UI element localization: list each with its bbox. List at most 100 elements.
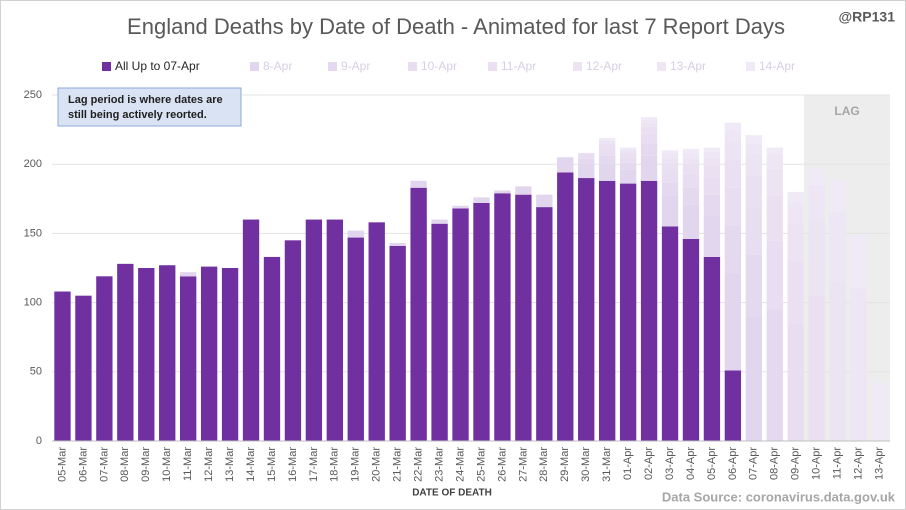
bar-segment [284, 240, 302, 441]
x-tick-label: 19-Mar [350, 447, 362, 482]
bar-segment [661, 226, 679, 441]
x-tick-label: 18-Mar [329, 447, 341, 482]
bar-segment [661, 150, 679, 154]
legend-label: All Up to 07-Apr [115, 59, 200, 73]
bar-segment [640, 119, 658, 123]
bar-segment [787, 202, 804, 223]
bar-segment [536, 194, 553, 208]
bar-segment [745, 254, 762, 317]
x-tick-label: 05-Mar [56, 447, 68, 482]
legend-label: 14-Apr [759, 59, 795, 73]
legend-label: 9-Apr [341, 59, 370, 73]
x-tick-label: 07-Mar [98, 447, 110, 482]
y-tick-label: 100 [24, 297, 42, 309]
y-tick-label: 200 [24, 158, 42, 170]
bar-segment [536, 207, 553, 441]
bar-segment [515, 194, 532, 441]
x-tick-label: 09-Apr [790, 447, 802, 480]
bar-segment [619, 162, 637, 170]
bar-segment [661, 153, 679, 158]
bar-segment [599, 180, 616, 442]
bar-segment [703, 178, 721, 195]
bar-segment [745, 154, 762, 176]
bar-segment [180, 272, 197, 277]
bar-segment [808, 219, 825, 296]
bar-segment [54, 291, 71, 441]
bar-segment [221, 268, 239, 441]
bar-segment [703, 157, 721, 166]
bar-segment [703, 256, 721, 441]
x-tick-label: 12-Mar [203, 447, 215, 482]
bar-segment [619, 150, 637, 154]
x-tick-label: 08-Mar [119, 447, 131, 482]
x-tick-label: 10-Mar [161, 447, 173, 482]
bar-segment [808, 184, 825, 220]
x-tick-label: 13-Mar [224, 447, 236, 482]
bar-segment [661, 182, 679, 197]
bar-segment [766, 309, 783, 441]
bar-segment [640, 122, 658, 127]
bar-segment [368, 222, 385, 441]
bar-segment [871, 382, 888, 441]
x-tick-label: 02-Apr [643, 447, 655, 480]
bar-segment [661, 162, 679, 172]
bar-segment [578, 153, 595, 159]
x-tick-label: 11-Apr [832, 447, 844, 480]
annotation-box [57, 87, 242, 127]
bar-segment [724, 160, 742, 188]
x-tick-label: 16-Mar [287, 447, 299, 482]
legend-swatch [102, 62, 111, 71]
bar-segment [724, 273, 742, 371]
bar-segment [578, 164, 595, 179]
bar-segment [452, 208, 469, 441]
x-tick-label: 17-Mar [308, 447, 320, 482]
bar-segment [640, 117, 658, 120]
bar-segment [117, 263, 134, 441]
bar-segment [724, 370, 742, 441]
bar-segment [703, 151, 721, 158]
bar-segment [661, 196, 679, 227]
bar-segment [326, 219, 343, 441]
bar-segment [640, 155, 658, 181]
x-tick-label: 22-Mar [413, 447, 425, 482]
bar-segment [703, 147, 721, 152]
bar-segment [724, 122, 742, 131]
bar-segment [766, 147, 783, 155]
bar-segment [724, 187, 742, 226]
bar-segment [829, 281, 846, 441]
x-tick-label: 13-Apr [873, 447, 885, 480]
bar-segment [766, 196, 783, 241]
bar-segment [640, 180, 658, 442]
x-tick-label: 09-Mar [140, 447, 152, 482]
bar-segment [305, 219, 323, 441]
bar-segment [389, 243, 406, 246]
x-tick-label: 10-Apr [811, 447, 823, 480]
legend-swatch [250, 62, 259, 71]
bar-segment [619, 147, 637, 149]
x-tick-label: 31-Mar [601, 447, 613, 482]
bar-segment [75, 295, 92, 441]
bar-segment [599, 139, 616, 141]
bar-segment [745, 135, 762, 144]
bar-segment [640, 126, 658, 134]
x-tick-label: 27-Mar [517, 447, 529, 482]
x-tick-label: 20-Mar [371, 447, 383, 482]
bar-segment [787, 222, 804, 262]
bar-segment [347, 237, 364, 441]
y-tick-label: 250 [24, 89, 42, 101]
y-tick-label: 150 [24, 227, 42, 239]
bar-segment [724, 130, 742, 143]
x-axis-label: DATE OF DEATH [412, 488, 492, 499]
bar-segment [661, 171, 679, 183]
bar-segment [682, 204, 700, 239]
legend-swatch [573, 62, 582, 71]
handle: @RP131 [839, 9, 896, 25]
bar-segment [724, 142, 742, 161]
x-tick-label: 01-Apr [622, 447, 634, 480]
x-tick-label: 30-Mar [580, 447, 592, 482]
x-tick-label: 11-Mar [182, 447, 194, 481]
bar-segment [682, 164, 700, 174]
bar-segment [850, 234, 867, 289]
bar-segment [703, 215, 721, 257]
bar-segment [96, 276, 113, 441]
